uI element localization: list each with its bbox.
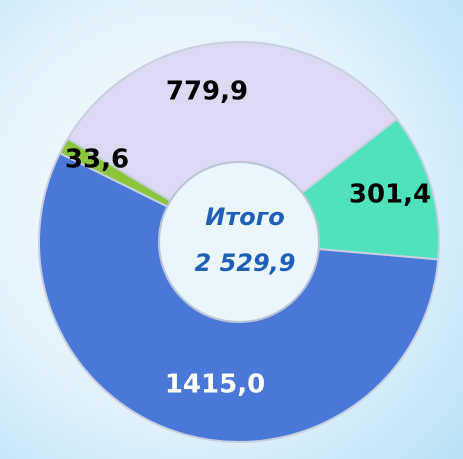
data-label: 301,4 xyxy=(349,180,431,210)
center-label: Итого xyxy=(205,203,285,231)
data-label: 33,6 xyxy=(65,145,129,175)
donut xyxy=(38,41,440,443)
donut-hole xyxy=(158,161,320,323)
data-label: 1415,0 xyxy=(165,370,265,400)
center-total: 2 529,9 xyxy=(195,249,296,277)
data-label: 779,9 xyxy=(166,77,248,107)
